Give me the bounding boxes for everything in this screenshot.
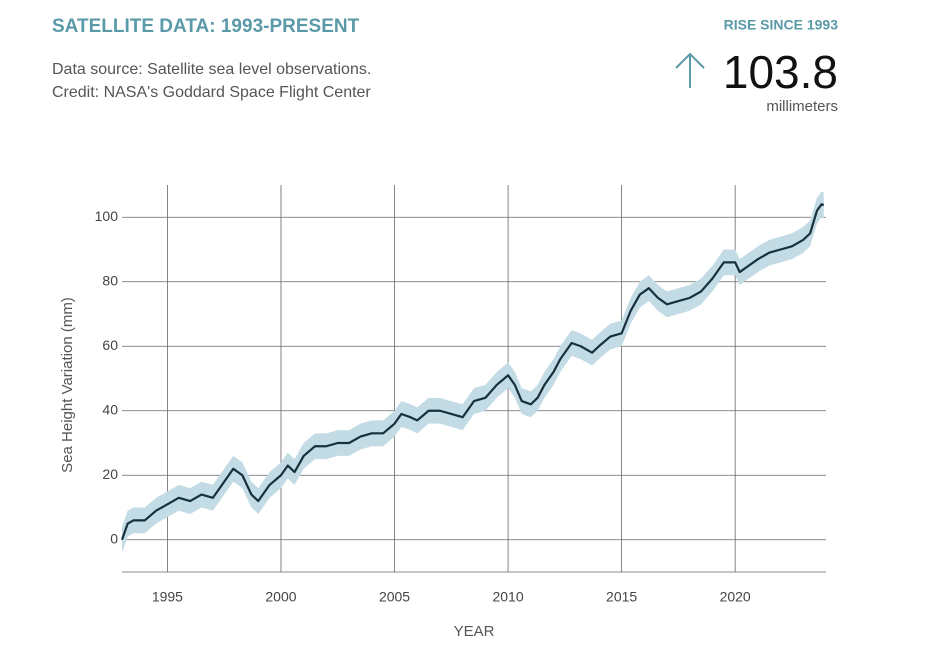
- x-tick-label: 2000: [265, 589, 296, 605]
- rise-unit: millimeters: [766, 98, 838, 115]
- title: SATELLITE DATA: 1993-PRESENT: [52, 16, 360, 37]
- x-tick-label: 2020: [720, 589, 751, 605]
- x-tick-label: 2010: [492, 589, 523, 605]
- x-tick-label: 2005: [379, 589, 410, 605]
- plot: 0 20 40 60 80 100 1995 2000 2005 2010 2015 2020: [95, 185, 826, 605]
- y-tick-label: 80: [102, 272, 118, 288]
- source: Data source: Satellite sea level observa…: [52, 61, 371, 78]
- y-tick-label: 40: [102, 401, 118, 417]
- rise-label: RISE SINCE 1993: [724, 17, 839, 33]
- up-arrow: [675, 52, 705, 88]
- y-tick-label: 0: [110, 530, 118, 546]
- rise-value: 103.8: [723, 46, 838, 98]
- x-tick-label: 2015: [606, 589, 637, 605]
- y-tick-label: 60: [102, 337, 118, 353]
- x-axis-label: YEAR: [454, 623, 495, 640]
- uncertainty-band: [122, 191, 824, 553]
- y-axis-label: Sea Height Variation (mm): [59, 297, 76, 473]
- y-tick-label: 100: [95, 208, 119, 224]
- y-tick-label: 20: [102, 466, 118, 482]
- x-tick-label: 1995: [152, 589, 183, 605]
- credit: Credit: NASA's Goddard Space Flight Cent…: [52, 84, 371, 101]
- sea-level-line: [120, 203, 825, 541]
